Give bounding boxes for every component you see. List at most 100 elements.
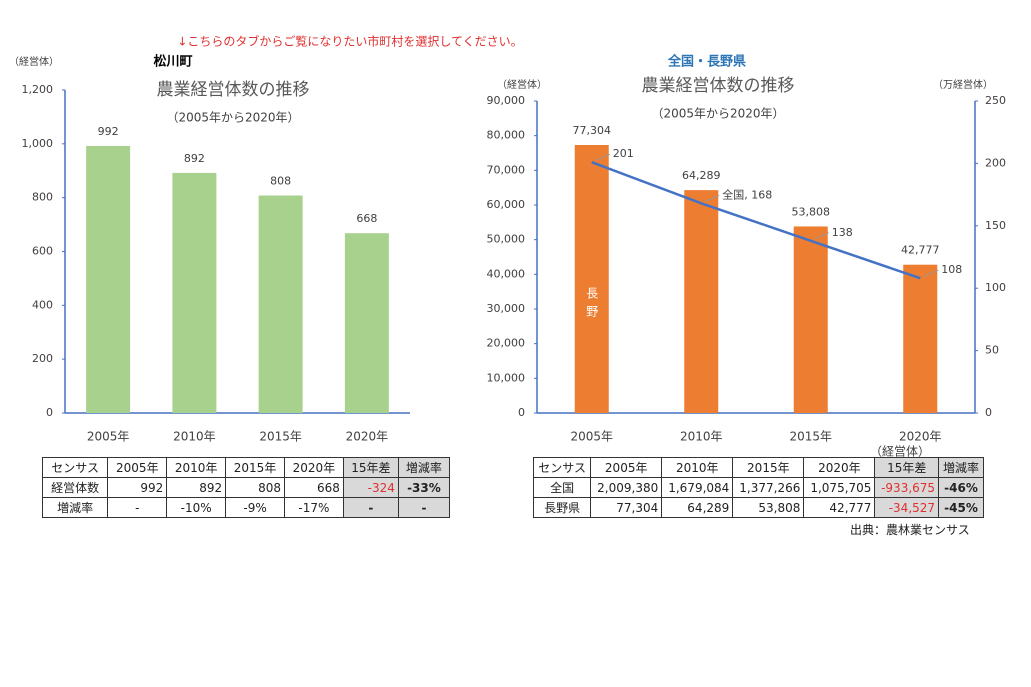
y-tick-label: 0: [46, 406, 53, 419]
data-label: 64,289: [682, 169, 721, 182]
header-cell: 2015年: [225, 457, 285, 478]
data-label: 668: [356, 212, 377, 225]
y2-tick-label: 0: [985, 406, 992, 419]
region: 松川町: [153, 54, 192, 70]
y-tick-label: 10,000: [487, 371, 526, 384]
header-cell: 増減率: [938, 457, 984, 478]
header-row: センサス 2005年 2010年 2015年 2020年 15年差 増減率: [532, 457, 984, 478]
cell: -45%: [938, 497, 984, 518]
source: 出典：農林業センサス: [850, 523, 970, 537]
row: 増減率 - -10% -9% -17% - -: [41, 497, 451, 518]
cell: 長野県: [532, 497, 592, 518]
cell: 全国: [532, 477, 592, 498]
bar: [903, 264, 938, 413]
cell: 経営体数: [41, 477, 109, 498]
y-tick-label: 200: [32, 352, 53, 365]
y-tick-label: 40,000: [487, 267, 526, 280]
y2-tick-label: 50: [985, 344, 999, 357]
line: [591, 160, 921, 280]
y-tick-label: 60,000: [487, 198, 526, 211]
cell: 53,808: [732, 497, 805, 518]
y2-tick-label: 100: [985, 281, 1006, 294]
cell: -34,527: [874, 497, 940, 518]
cell: 1,377,266: [732, 477, 805, 498]
table-matsukawa: センサス 2005年 2010年 2015年 2020年 15年差 増減率 経営体数 992 89…: [41, 457, 451, 518]
y-axis-label: （経営体）: [497, 78, 547, 91]
header-row: センサス 2005年 2010年 2015年 2020年 15年差 増減率: [41, 457, 451, 478]
x-axis-label: （経営体）: [870, 445, 930, 459]
x-tick-label: 2005年: [87, 430, 130, 444]
y-tick-label: 600: [32, 245, 53, 258]
cell: 1,075,705: [803, 477, 876, 498]
x-tick-label: 2010年: [680, 430, 723, 444]
y-axis-label: （経営体）: [9, 55, 59, 68]
leader: [595, 153, 610, 161]
header-cell: 2020年: [284, 457, 344, 478]
header-cell: 2015年: [732, 457, 805, 478]
cell: 増減率: [41, 497, 109, 518]
line-label: 全国, 168: [722, 187, 772, 201]
cell: -9%: [225, 497, 285, 518]
y2-tick-label: 150: [985, 219, 1006, 232]
y2-tick-label: 250: [985, 94, 1006, 107]
cell: -: [342, 497, 399, 518]
cell: -17%: [284, 497, 344, 518]
data-label: 892: [184, 152, 205, 165]
cell: 64,289: [661, 497, 734, 518]
cell: 668: [284, 477, 344, 498]
y-tick-label: 20,000: [487, 337, 526, 350]
notice: ↓こちらのタブからご覧になりたい市町村を選択してください。: [177, 34, 522, 49]
header-cell: 2020年: [803, 457, 876, 478]
data-label: 77,304: [573, 124, 612, 137]
y-tick-label: 70,000: [487, 163, 526, 176]
x-tick-label: 2015年: [789, 430, 832, 444]
x-tick-label: 2020年: [899, 430, 942, 444]
header-cell: センサス: [41, 457, 109, 478]
x-tick-label: 2005年: [570, 430, 613, 444]
header-cell: 15年差: [342, 457, 399, 478]
bar: [684, 190, 719, 413]
bar: [86, 145, 131, 413]
row: 全国 2,009,380 1,679,084 1,377,266 1,075,705 -9…: [532, 477, 984, 498]
y-tick-label: 0: [518, 406, 525, 419]
header-cell: 2010年: [166, 457, 227, 478]
y-tick-label: 800: [32, 191, 53, 204]
leader: [705, 194, 720, 202]
chart-title: 農業経営体数の推移: [157, 80, 310, 100]
data-label: 992: [98, 125, 119, 138]
cell: 992: [107, 477, 168, 498]
line-label: 138: [832, 226, 853, 239]
cell: 2,009,380: [590, 477, 663, 498]
cell: -46%: [938, 477, 984, 498]
y-tick-label: 50,000: [487, 233, 526, 246]
y-tick-label: 400: [32, 298, 53, 311]
y2-axis-label: （万経営体）: [933, 78, 993, 91]
cell: 42,777: [803, 497, 876, 518]
y-tick-label: 1,200: [22, 83, 54, 96]
cell: -33%: [397, 477, 451, 498]
cell: -: [397, 497, 451, 518]
y-tick-label: 1,000: [22, 137, 54, 150]
row: 長野県 77,304 64,289 53,808 42,777 -34,527 -45%: [532, 497, 984, 518]
bar: [344, 233, 389, 413]
cell: 892: [166, 477, 227, 498]
chart-subtitle: （2005年から2020年）: [166, 111, 299, 125]
table-national: センサス 2005年 2010年 2015年 2020年 15年差 増減率 全国 2,009,3…: [532, 457, 984, 518]
line-label: 201: [613, 147, 634, 160]
bar: [574, 145, 609, 413]
header-cell: センサス: [532, 457, 592, 478]
y-tick-label: 80,000: [487, 129, 526, 142]
region: 全国・長野県: [667, 54, 746, 70]
x-tick-label: 2020年: [346, 430, 389, 444]
chart-subtitle: （2005年から2020年）: [651, 107, 784, 121]
bar: [793, 226, 828, 413]
y-tick-label: 30,000: [487, 302, 526, 315]
bar: [172, 172, 217, 413]
y2-tick-label: 200: [985, 156, 1006, 169]
cell: 1,679,084: [661, 477, 734, 498]
chart-title: 農業経営体数の推移: [642, 76, 795, 96]
cell: -10%: [166, 497, 227, 518]
header-cell: 15年差: [874, 457, 940, 478]
